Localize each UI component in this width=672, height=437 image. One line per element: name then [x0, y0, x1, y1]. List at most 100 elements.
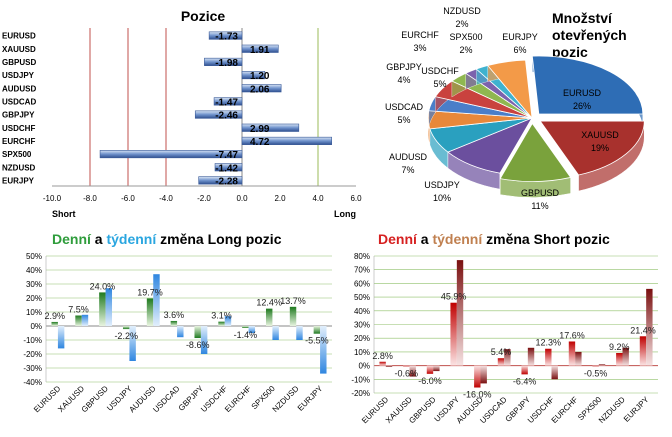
data-label-spx500: -0.5%	[584, 368, 608, 378]
bar-gbpjpy	[194, 110, 243, 119]
y-tick-label: 30%	[354, 321, 370, 330]
pie-title-line: otevřených	[552, 27, 627, 43]
data-label-eurjpy: 21.4%	[630, 325, 656, 335]
category-label-eurchf: EURCHF	[2, 137, 35, 146]
data-label-spx500: 12.4%	[256, 298, 282, 308]
category-label-spx500: SPX500	[2, 150, 32, 159]
category-label-eurjpy: EURJPY	[622, 395, 651, 424]
pie-label-name-usdjpy: USDJPY	[424, 180, 460, 190]
category-label-usdchf: USDCHF	[2, 124, 35, 133]
pie-label-pct-usdjpy: 10%	[433, 193, 451, 203]
pie-slice-eurjpy	[487, 59, 533, 120]
pie-label-name-spx500: SPX500	[449, 32, 482, 42]
y-tick-label: -40%	[23, 378, 42, 387]
pie-label-pct-eurjpy: 6%	[513, 45, 526, 55]
pie-label-name-gbpjpy: GBPJPY	[386, 62, 422, 72]
panel-title: Denní a týdenní změna Long pozic	[52, 231, 282, 247]
pie-label-name-audusd: AUDUSD	[389, 152, 428, 162]
long-change-chart: Denní a týdenní změna Long pozic -40% -30%…	[23, 231, 332, 414]
bar-denn--eurjpy	[639, 336, 647, 366]
y-tick-label: 40%	[26, 266, 42, 275]
bar-t-denn--audusd	[480, 365, 487, 384]
y-tick-label: -10%	[23, 336, 42, 345]
pie-label-pct-nzdusd: 2%	[455, 19, 468, 29]
bar-eurjpy	[198, 176, 243, 185]
data-label-eurusd: -1.73	[215, 32, 238, 43]
data-label-nzdusd: 13.7%	[280, 296, 306, 306]
category-label-xauusd: XAUUSD	[2, 45, 36, 54]
bar-t-denn--gbpjpy	[200, 326, 208, 354]
bar-t-denn--usdjpy	[129, 326, 136, 361]
data-label-gbpjpy: -2.46	[215, 111, 238, 122]
data-label-usdcad: 5.4%	[491, 347, 512, 357]
y-tick-label: -30%	[23, 364, 42, 373]
bar-xauusd	[241, 44, 279, 53]
pie-label-pct-audusd: 7%	[401, 165, 414, 175]
category-label-usdcad: USDCAD	[2, 97, 36, 106]
bar-nzdusd	[214, 163, 243, 172]
bar-denn--gbpjpy	[194, 326, 201, 339]
bar-t-denn--spx500	[598, 364, 606, 366]
category-label-eurjpy: EURJPY	[296, 384, 325, 413]
pie-label-pct-spx500: 2%	[459, 45, 472, 55]
title-part: Denní	[378, 231, 418, 247]
bar-denn--usdchf	[545, 348, 552, 366]
data-label-usdjpy: 1.20	[250, 71, 270, 82]
title-part: týdenní	[106, 231, 157, 247]
bar-denn--spx500	[265, 308, 273, 326]
x-tick-label: -4.0	[159, 194, 173, 203]
category-label-eurchf: EURCHF	[550, 395, 580, 425]
data-label-xauusd: 1.91	[250, 45, 270, 56]
pie-label-pct-gbpjpy: 4%	[397, 75, 410, 85]
bar-t-denn--usdchf	[551, 365, 558, 380]
data-label-audusd: 19.7%	[137, 287, 163, 297]
y-tick-label: -10%	[351, 375, 370, 384]
x-tick-label: 6.0	[350, 194, 362, 203]
bar-denn--gbpjpy	[521, 365, 528, 375]
data-label-eurusd: 2.9%	[44, 311, 65, 321]
bar-t-denn--eurusd	[385, 365, 393, 367]
bar-denn--eurchf	[242, 326, 249, 328]
bar-t-denn--eurjpy	[646, 288, 653, 366]
data-label-eurchf: 17.6%	[559, 330, 585, 340]
data-label-spx500: -7.47	[215, 150, 238, 161]
pie-label-pct-gbpusd: 11%	[531, 201, 548, 211]
bar-denn--eurjpy	[313, 326, 321, 334]
category-label-audusd: AUDUSD	[2, 84, 36, 93]
category-label-eurchf: EURCHF	[223, 384, 253, 414]
data-label-gbpjpy: -6.4%	[513, 376, 537, 386]
bar-audusd	[241, 84, 282, 93]
data-label-usdchf: 3.1%	[211, 311, 232, 321]
bar-denn--usdchf	[218, 321, 225, 326]
y-tick-label: 50%	[26, 252, 42, 261]
x-tick-label: -8.0	[83, 194, 97, 203]
y-tick-label: -20%	[351, 389, 370, 398]
data-label-usdcad: -1.47	[215, 97, 238, 108]
bar-denn--gbpusd	[426, 365, 434, 374]
bar-t-denn--xauusd	[81, 314, 89, 326]
y-tick-label: 30%	[26, 280, 42, 289]
category-label-eurusd: EURUSD	[2, 32, 36, 41]
bar-t-denn--nzdusd	[622, 347, 629, 366]
short-change-chart: Denní a týdenní změna Short pozic -20% -10…	[351, 231, 658, 425]
bar-t-denn--spx500	[272, 326, 279, 340]
y-tick-label: 20%	[354, 334, 370, 343]
data-label-xauusd: 7.5%	[68, 305, 89, 315]
data-label-nzdusd: 9.2%	[609, 342, 630, 352]
y-tick-label: 80%	[354, 252, 370, 261]
data-label-gbpusd: 24.0%	[90, 281, 116, 291]
bar-denn--xauusd	[75, 315, 82, 326]
bar-denn--usdcad	[497, 358, 505, 366]
x-tick-label: 4.0	[312, 194, 324, 203]
y-tick-label: 50%	[354, 293, 370, 302]
data-label-xauusd: -0.6%	[395, 368, 419, 378]
category-label-nzdusd: NZDUSD	[597, 395, 627, 425]
bar-spx500	[99, 150, 243, 159]
positions-chart: Pozice -10.0 -8.0 -6.0 -4.0 -2.0 0.0 2.0 4.0 6.0 S…	[2, 8, 362, 219]
bar-denn--eurusd	[51, 321, 58, 326]
pie-label-name-eurusd: EURUSD	[563, 88, 602, 98]
pie-label-pct-eurusd: 26%	[573, 101, 591, 111]
x-tick-label: 0.0	[236, 194, 248, 203]
